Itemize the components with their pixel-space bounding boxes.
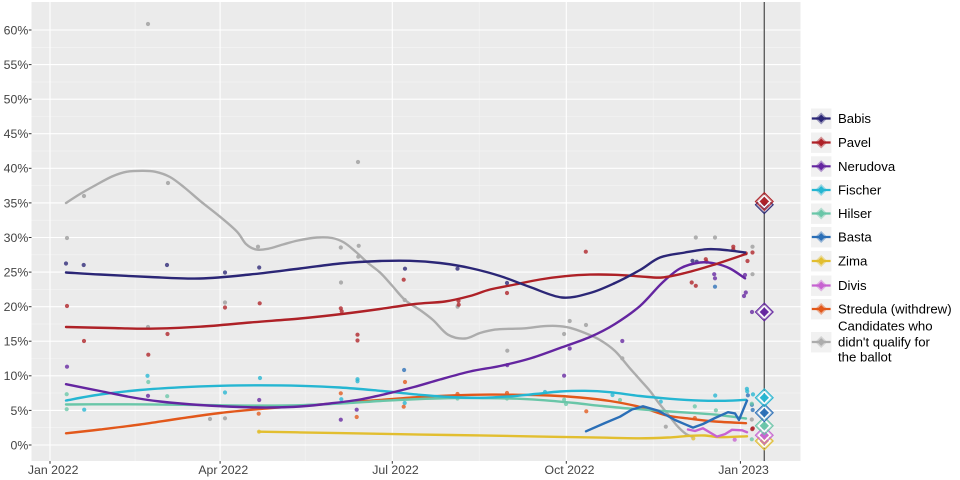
svg-text:Nerudova: Nerudova	[838, 159, 896, 174]
svg-text:10%: 10%	[4, 369, 29, 383]
svg-text:the ballot: the ballot	[838, 350, 892, 365]
svg-text:15%: 15%	[4, 335, 29, 349]
svg-text:55%: 55%	[4, 58, 29, 72]
svg-text:25%: 25%	[4, 266, 29, 280]
svg-text:Basta: Basta	[838, 230, 872, 245]
svg-text:45%: 45%	[4, 127, 29, 141]
svg-text:Fischer: Fischer	[838, 183, 882, 198]
svg-text:Pavel: Pavel	[838, 135, 871, 150]
svg-text:Zima: Zima	[838, 254, 868, 269]
svg-text:Divis: Divis	[838, 278, 867, 293]
svg-text:5%: 5%	[11, 404, 29, 418]
svg-text:Apr 2022: Apr 2022	[198, 463, 248, 477]
svg-text:60%: 60%	[4, 23, 29, 37]
svg-text:Jul 2022: Jul 2022	[372, 463, 419, 477]
svg-text:Candidates who: Candidates who	[838, 319, 933, 334]
svg-text:Jan 2023: Jan 2023	[718, 463, 769, 477]
svg-text:40%: 40%	[4, 162, 29, 176]
svg-text:Jan 2022: Jan 2022	[28, 463, 79, 477]
svg-text:50%: 50%	[4, 93, 29, 107]
svg-text:Stredula (withdrew): Stredula (withdrew)	[838, 302, 952, 317]
svg-text:Hilser: Hilser	[838, 206, 872, 221]
svg-text:20%: 20%	[4, 300, 29, 314]
svg-text:35%: 35%	[4, 196, 29, 210]
svg-text:0%: 0%	[11, 438, 29, 452]
svg-text:didn't qualify for: didn't qualify for	[838, 335, 931, 350]
svg-text:Babis: Babis	[838, 111, 871, 126]
svg-text:30%: 30%	[4, 231, 29, 245]
svg-text:Oct 2022: Oct 2022	[545, 463, 595, 477]
